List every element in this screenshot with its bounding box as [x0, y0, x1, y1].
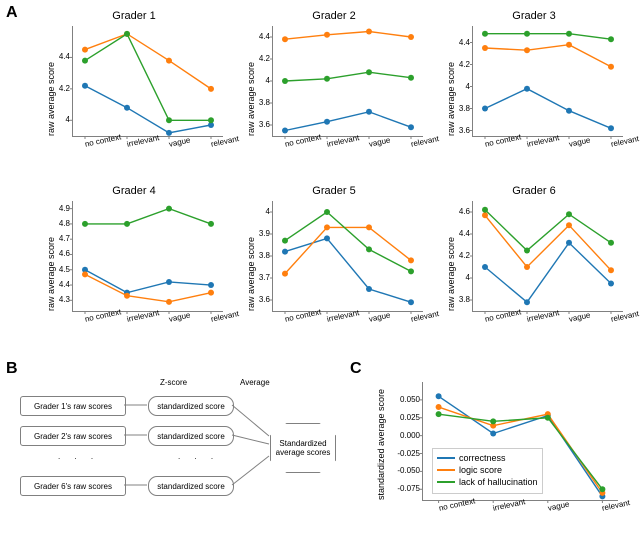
flow-grader-6: Grader 6's raw scores [20, 476, 126, 496]
y-tick: 4.2 [446, 251, 470, 260]
panel-label-a: A [6, 4, 18, 22]
y-tick: 4.4 [246, 32, 270, 41]
x-tick: vague [547, 499, 570, 512]
flow-dots-mid: . . . [178, 452, 219, 461]
y-tick: 3.7 [246, 273, 270, 282]
y-tick: 4.4 [46, 280, 70, 289]
flow-grader-1: Grader 1's raw scores [20, 396, 126, 416]
flow-std-6: standardized score [148, 476, 234, 496]
y-tick: 3.8 [246, 98, 270, 107]
grader-chart-3: Grader 3raw average score3.63.844.24.4no… [440, 10, 628, 170]
flow-octagon: Standardized average scores [270, 423, 336, 473]
chart-title: Grader 4 [40, 185, 228, 197]
y-tick: 0.025 [396, 413, 420, 422]
plot-area [72, 26, 223, 137]
legend: correctness logic score lack of hallucinat… [432, 448, 543, 494]
y-tick: 4.4 [446, 38, 470, 47]
plot-area [272, 26, 423, 137]
chart-title: Grader 5 [240, 185, 428, 197]
flow-std-1: standardized score [148, 396, 234, 416]
panel-label-c: C [350, 360, 362, 378]
y-tick: 4.2 [446, 60, 470, 69]
plot-area [272, 201, 423, 312]
plot-area [472, 26, 623, 137]
legend-label: logic score [459, 465, 502, 475]
x-tick: vague [368, 135, 391, 148]
y-tick: 4 [46, 115, 70, 124]
y-tick: 3.8 [446, 295, 470, 304]
grader-chart-1: Grader 1raw average score44.24.4no conte… [40, 10, 228, 170]
y-tick: 4.6 [446, 207, 470, 216]
y-tick: 3.6 [246, 120, 270, 129]
y-tick: 3.9 [246, 229, 270, 238]
y-tick: 4.6 [46, 249, 70, 258]
grader-chart-6: Grader 6raw average score3.844.24.44.6no… [440, 185, 628, 345]
panel-label-b: B [6, 360, 18, 378]
x-tick: vague [568, 135, 591, 148]
y-tick: 3.6 [446, 126, 470, 135]
y-tick: 4.8 [46, 219, 70, 228]
y-tick: -0.025 [396, 449, 420, 458]
plot-area [72, 201, 223, 312]
y-tick: 4 [446, 82, 470, 91]
chart-title: Grader 3 [440, 10, 628, 22]
x-tick: vague [568, 310, 591, 323]
flow-header-avg: Average [240, 378, 270, 387]
legend-label: correctness [459, 453, 506, 463]
legend-swatch [437, 457, 455, 459]
y-tick: 4 [446, 273, 470, 282]
y-tick: 4.2 [46, 84, 70, 93]
y-tick: -0.075 [396, 484, 420, 493]
x-tick: vague [168, 310, 191, 323]
y-tick: 4.2 [246, 54, 270, 63]
y-tick: 4.7 [46, 234, 70, 243]
y-tick: 3.6 [246, 295, 270, 304]
y-tick: 4.4 [46, 52, 70, 61]
grader-chart-4: Grader 4raw average score4.34.44.54.64.7… [40, 185, 228, 345]
grader-chart-5: Grader 5raw average score3.63.73.83.94no… [240, 185, 428, 345]
y-tick: 4.9 [46, 204, 70, 213]
y-tick: 4 [246, 76, 270, 85]
y-tick: 4.3 [46, 295, 70, 304]
legend-label: lack of hallucination [459, 477, 538, 487]
y-tick: 4.5 [46, 265, 70, 274]
chart-title: Grader 6 [440, 185, 628, 197]
x-tick: vague [168, 135, 191, 148]
y-axis-label: standardized average score [376, 382, 386, 500]
y-tick: 0.000 [396, 431, 420, 440]
flow-grader-2: Grader 2's raw scores [20, 426, 126, 446]
y-tick: 4.4 [446, 229, 470, 238]
x-tick: vague [368, 310, 391, 323]
legend-swatch [437, 481, 455, 483]
flow-std-2: standardized score [148, 426, 234, 446]
plot-area [472, 201, 623, 312]
legend-item: logic score [437, 465, 538, 475]
legend-item: correctness [437, 453, 538, 463]
panel-b-flowchart: Z-score Average Grader 1's raw scores Gr… [20, 378, 340, 528]
flow-header-z: Z-score [160, 378, 187, 387]
panel-c-chart: standardized average score -0.075 -0.050 -0… [370, 378, 630, 533]
figure-root: A B C Grader 1raw average score44.24.4no… [0, 0, 640, 542]
grader-chart-2: Grader 2raw average score3.63.844.24.4no… [240, 10, 428, 170]
y-tick: 3.8 [446, 104, 470, 113]
y-tick: 3.8 [246, 251, 270, 260]
legend-swatch [437, 469, 455, 471]
legend-item: lack of hallucination [437, 477, 538, 487]
flow-dots-left: . . . [58, 452, 99, 461]
y-tick: 4 [246, 207, 270, 216]
y-tick: -0.050 [396, 466, 420, 475]
chart-title: Grader 2 [240, 10, 428, 22]
y-tick: 0.050 [396, 395, 420, 404]
chart-title: Grader 1 [40, 10, 228, 22]
